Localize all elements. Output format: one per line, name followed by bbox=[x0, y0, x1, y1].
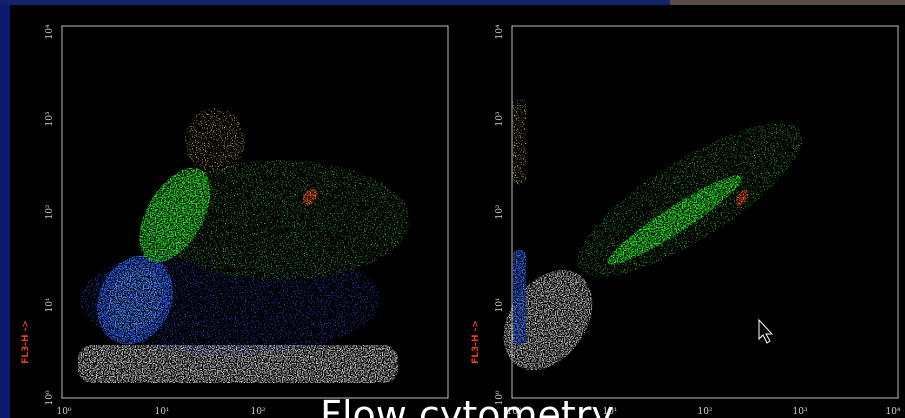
green-population bbox=[139, 167, 211, 263]
yellow-population bbox=[185, 108, 245, 172]
y-tick-label: 10³ bbox=[495, 111, 505, 126]
y-axis-label: FL3-H -> bbox=[471, 320, 481, 364]
gray-population bbox=[78, 345, 398, 383]
y-tick-label: 10¹ bbox=[45, 297, 55, 312]
x-tick-label: 10² bbox=[697, 407, 712, 417]
top-strip bbox=[0, 0, 905, 5]
y-tick-label: 10⁰ bbox=[495, 390, 505, 405]
red-population bbox=[735, 189, 749, 207]
right-plot: 10⁰ 10¹ 10² 10³ 10⁴ FL3-H -> 10⁰ 10¹ 10²… bbox=[471, 24, 901, 417]
x-tick-label: 10⁰ bbox=[56, 407, 71, 417]
blue-population bbox=[97, 255, 173, 345]
y-tick-label: 10³ bbox=[45, 111, 55, 126]
y-tick-label: 10² bbox=[495, 204, 505, 219]
green-scatter bbox=[150, 160, 410, 280]
x-tick-label: 10¹ bbox=[602, 407, 617, 417]
y-tick-label: 10² bbox=[45, 204, 55, 219]
green-population bbox=[607, 175, 743, 265]
red-population bbox=[303, 188, 317, 206]
left-plot: 10⁰ 10¹ 10² 10³ 10⁴ FL3-H -> 10⁰ 10¹ 10² bbox=[21, 24, 449, 417]
blue-population bbox=[513, 250, 526, 345]
mouse-cursor bbox=[758, 318, 774, 344]
x-tick-label: 10⁴ bbox=[885, 407, 900, 417]
x-tick-label: 10³ bbox=[792, 407, 807, 417]
y-axis-label: FL3-H -> bbox=[21, 320, 31, 364]
y-tick-label: 10⁴ bbox=[45, 24, 55, 39]
y-tick-label: 10⁴ bbox=[495, 24, 505, 39]
caption: Flow cytometry bbox=[320, 393, 614, 418]
x-tick-label: 10⁰ bbox=[506, 407, 521, 417]
yellow-population bbox=[512, 100, 526, 185]
y-tick-label: 10¹ bbox=[495, 297, 505, 312]
y-tick-label: 10⁰ bbox=[45, 390, 55, 405]
x-tick-label: 10¹ bbox=[154, 407, 169, 417]
top-image-edge bbox=[670, 0, 905, 5]
x-tick-label: 10² bbox=[250, 407, 265, 417]
side-strip bbox=[0, 0, 10, 418]
